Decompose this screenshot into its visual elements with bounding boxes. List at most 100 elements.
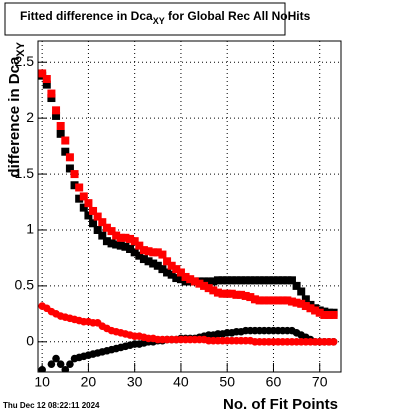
point (61, 136, 70, 145)
point (61, 365, 70, 372)
point (297, 299, 306, 308)
point (195, 279, 204, 288)
x-tick-label: 40 (173, 374, 189, 390)
x-tick-label: 70 (312, 374, 328, 390)
point (204, 277, 213, 286)
point (116, 233, 125, 242)
point (93, 225, 102, 234)
point (324, 310, 333, 319)
point (283, 276, 292, 285)
point (130, 237, 139, 246)
point (218, 276, 227, 285)
point (255, 276, 264, 285)
point (172, 265, 181, 274)
point (260, 296, 269, 305)
y-tick-label: 2.5 (15, 53, 35, 69)
point (213, 288, 222, 297)
x-axis-label: No. of Fit Points (223, 396, 338, 413)
point (121, 242, 130, 251)
point (204, 284, 213, 293)
point (292, 298, 301, 307)
y-label-main: difference in Dca (6, 56, 23, 178)
point (241, 291, 250, 300)
point (61, 147, 70, 156)
point (181, 272, 190, 281)
point (176, 275, 185, 284)
point (139, 255, 148, 264)
title-suffix: for Global Rec All NoHits (165, 9, 311, 23)
point (213, 276, 222, 285)
point (126, 234, 135, 243)
title-subscript: XY (153, 16, 165, 26)
point (223, 289, 232, 298)
point (144, 247, 153, 256)
point (89, 219, 98, 228)
point (186, 275, 195, 284)
point (102, 223, 111, 232)
point (98, 231, 107, 240)
point (42, 80, 51, 89)
point (190, 277, 199, 286)
x-tick-label: 50 (219, 374, 235, 390)
point (269, 276, 278, 285)
point (181, 277, 190, 286)
point (227, 289, 236, 298)
y-label-subscript: XY (15, 41, 27, 56)
point (38, 69, 47, 78)
y-tick-label: 1.5 (15, 165, 35, 181)
point (52, 106, 61, 115)
point (264, 296, 273, 305)
point (200, 277, 209, 286)
point (200, 281, 209, 290)
y-tick-label: 2 (26, 109, 34, 125)
point (135, 241, 144, 250)
plot-area (38, 69, 338, 372)
point (65, 164, 74, 173)
point (163, 268, 172, 277)
point (79, 192, 88, 201)
title-main: Fitted difference in Dca (20, 9, 153, 23)
point (237, 276, 246, 285)
point (66, 360, 74, 368)
point (237, 290, 246, 299)
point (301, 302, 310, 311)
point (172, 274, 181, 283)
point (158, 265, 167, 274)
x-tick-label: 20 (81, 374, 97, 390)
x-tick-label: 30 (127, 374, 143, 390)
point (98, 218, 107, 227)
point (112, 231, 121, 240)
point (79, 203, 88, 212)
point (167, 270, 176, 279)
point (297, 287, 306, 296)
point (121, 233, 130, 242)
point (47, 89, 56, 98)
point (269, 296, 278, 305)
point (329, 310, 338, 319)
point (167, 261, 176, 270)
chart-title: Fitted difference in DcaXY for Global Re… (20, 9, 311, 26)
point (158, 250, 167, 259)
point (315, 308, 324, 317)
y-tick-label: 0 (26, 333, 34, 349)
point (70, 170, 79, 179)
point (287, 276, 296, 285)
point (38, 365, 46, 372)
point (153, 248, 162, 257)
point (144, 257, 153, 266)
grid (38, 41, 341, 372)
point (52, 111, 61, 120)
point (232, 290, 241, 299)
point (107, 227, 116, 236)
point (260, 276, 269, 285)
point (149, 259, 158, 268)
point (209, 277, 218, 286)
point (84, 199, 93, 208)
point (306, 304, 315, 313)
point (139, 246, 148, 255)
point (153, 261, 162, 270)
point (89, 206, 98, 215)
point (209, 286, 218, 295)
point (116, 241, 125, 250)
